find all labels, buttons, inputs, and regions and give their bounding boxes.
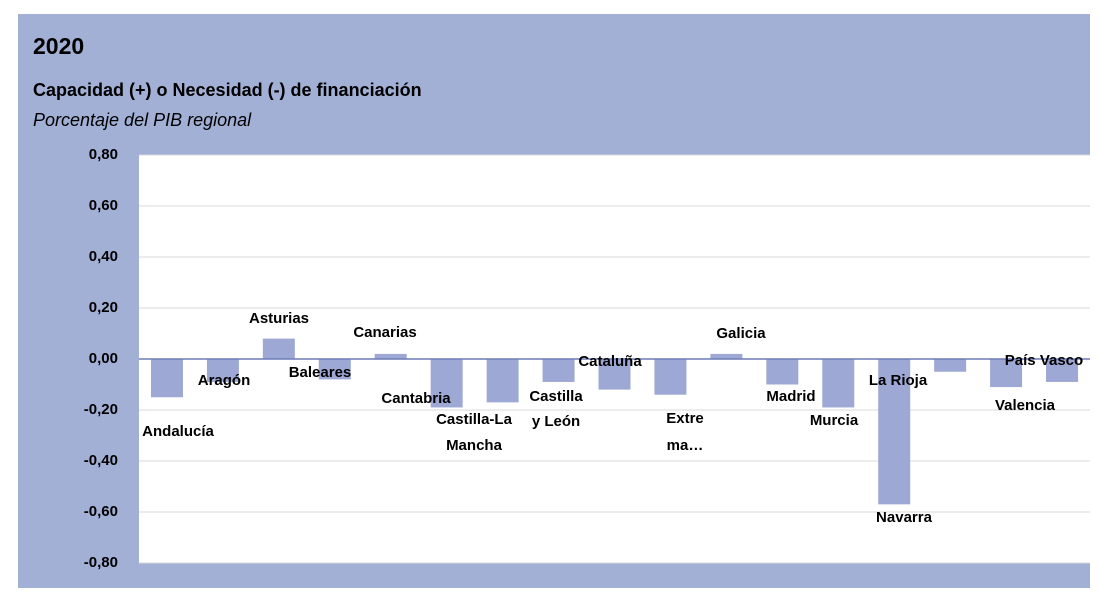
category-label: Extre ma… — [666, 410, 704, 454]
category-label-line: ma… — [667, 437, 704, 454]
bar — [374, 353, 407, 359]
y-tick-label: 0,60 — [89, 197, 118, 214]
y-tick-label: 0,80 — [89, 146, 118, 163]
category-label-line: Castilla-La — [436, 411, 513, 428]
bar — [262, 338, 295, 359]
category-label: Aragón — [198, 372, 251, 389]
category-label: Cataluña — [578, 353, 642, 370]
y-tick-label: -0,20 — [84, 401, 118, 418]
chart-title: 2020 — [33, 33, 84, 59]
y-tick-label: -0,60 — [84, 503, 118, 520]
category-label: Galicia — [716, 325, 766, 342]
category-label: Castilla y León — [529, 388, 583, 430]
category-label: Madrid — [766, 388, 815, 405]
bar — [318, 359, 351, 380]
category-label: Cantabria — [381, 390, 451, 407]
category-label: Murcia — [810, 412, 859, 429]
category-label-line: Extre — [666, 410, 704, 427]
bar — [542, 359, 575, 382]
bar — [430, 359, 463, 408]
category-label: Baleares — [289, 364, 352, 381]
category-label-line: Mancha — [446, 437, 503, 454]
bar — [990, 359, 1023, 388]
category-label: Andalucía — [142, 423, 214, 440]
bar — [598, 359, 631, 390]
category-label: Asturias — [249, 310, 309, 327]
y-tick-label: 0,00 — [89, 350, 118, 367]
bar — [486, 359, 519, 403]
axis-label: Porcentaje del PIB regional — [33, 110, 252, 130]
category-label-line: Castilla — [529, 388, 583, 405]
bar — [822, 359, 855, 408]
y-tick-label: 0,20 — [89, 299, 118, 316]
bar — [206, 359, 239, 382]
bar — [766, 359, 799, 385]
category-label: La Rioja — [869, 372, 928, 389]
chart-subtitle: Capacidad (+) o Necesidad (-) de financi… — [33, 80, 422, 100]
bar — [710, 353, 743, 359]
bar — [934, 359, 967, 372]
bar — [878, 359, 911, 505]
category-label: Navarra — [876, 509, 933, 526]
bar — [654, 359, 687, 395]
category-label: Canarias — [353, 324, 416, 341]
y-tick-label: -0,40 — [84, 452, 118, 469]
bar — [150, 359, 183, 398]
category-label: Castilla-La Mancha — [436, 411, 513, 454]
category-label: Valencia — [995, 397, 1056, 414]
bar — [1046, 359, 1079, 382]
y-tick-label: 0,40 — [89, 248, 118, 265]
category-label-line: y León — [532, 413, 580, 430]
y-tick-label: -0,80 — [84, 554, 118, 571]
category-label: País Vasco — [1005, 352, 1083, 369]
